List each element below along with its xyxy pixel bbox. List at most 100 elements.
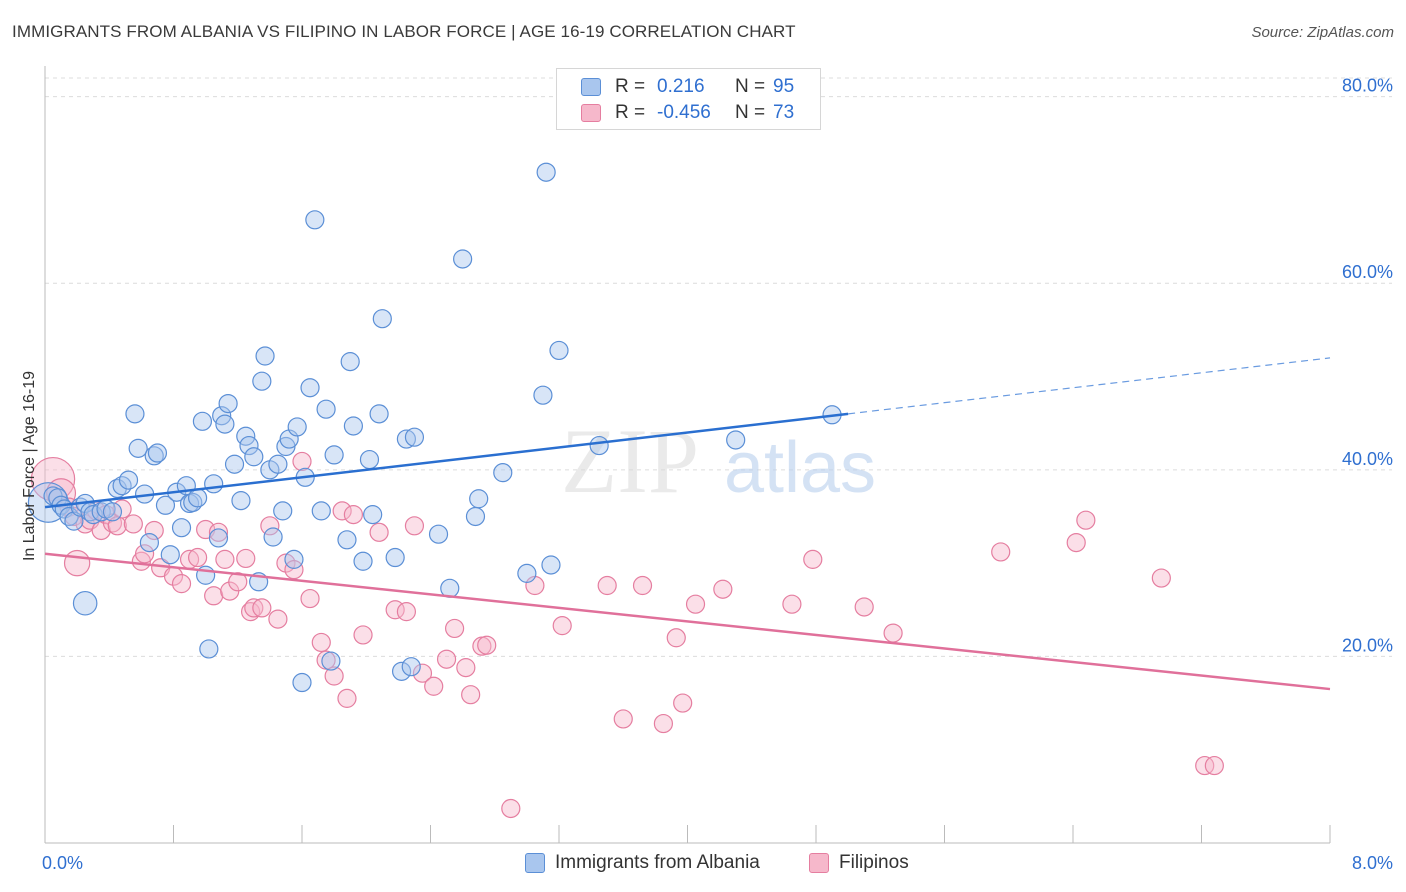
filipinos-point <box>404 516 425 536</box>
albania-point <box>404 427 425 447</box>
albania-point <box>252 371 272 391</box>
albania-point <box>316 399 336 419</box>
albania-point <box>128 438 148 458</box>
filipinos-point <box>653 713 674 734</box>
filipinos-point <box>236 548 256 569</box>
filipinos-point <box>424 676 444 696</box>
filipinos-point <box>854 597 874 617</box>
filipinos-point <box>369 522 389 542</box>
albania-point <box>147 443 168 463</box>
albania-point <box>324 445 344 465</box>
albania-point <box>517 563 537 583</box>
filipinos-point <box>292 451 312 472</box>
albania-point <box>160 545 180 565</box>
filipinos-point <box>713 579 733 599</box>
bottom-legend-label-filipinos: Filipinos <box>839 852 909 873</box>
albania-point <box>231 491 251 511</box>
legend-n-value: 73 <box>773 102 795 123</box>
albania-point <box>155 495 176 515</box>
albania-point <box>469 489 489 509</box>
filipinos-point <box>244 598 264 618</box>
albania-point <box>372 309 392 329</box>
filipinos-point <box>337 688 357 708</box>
filipinos-point <box>991 542 1011 562</box>
albania-point <box>536 162 556 182</box>
albania-point <box>139 532 160 553</box>
filipinos-point <box>134 544 155 564</box>
filipinos-point <box>1151 568 1171 588</box>
albania-point <box>343 416 363 436</box>
albania-point <box>284 549 304 569</box>
albania-point <box>268 454 288 474</box>
filipinos-point <box>284 560 304 580</box>
albania-point <box>453 249 473 269</box>
filipinos-point <box>412 663 433 683</box>
y-tick-label: 60.0% <box>1342 262 1393 282</box>
filipinos-point <box>311 632 331 653</box>
bottom-legend-filipinos: Filipinos <box>809 852 909 874</box>
filipinos-point <box>332 501 352 521</box>
x-tick-label: 0.0% <box>42 853 83 873</box>
filipinos-point <box>461 685 481 705</box>
legend-swatch-filipinos <box>581 104 601 122</box>
albania-point <box>353 551 373 571</box>
filipinos-point <box>444 618 465 639</box>
filipinos-point <box>666 628 686 648</box>
albania-point <box>263 527 283 547</box>
filipinos-point <box>187 547 208 568</box>
albania-point <box>369 404 389 424</box>
trend-lines <box>44 357 1331 691</box>
albania-point <box>401 657 421 677</box>
albania-point <box>726 430 746 450</box>
albania-point <box>72 590 98 616</box>
filipinos-point <box>123 514 143 534</box>
watermark-zip: ZIP <box>561 410 699 512</box>
albania-point <box>493 463 513 483</box>
albania-point <box>244 447 264 467</box>
legend-r-value: 0.216 <box>657 76 705 97</box>
legend-r-label: R = <box>615 102 646 123</box>
filipinos-point <box>803 549 823 569</box>
y-axis-label: In Labor Force | Age 16-19 <box>21 371 38 561</box>
albania-point <box>208 528 229 548</box>
watermark-atlas: atlas <box>724 428 876 508</box>
filipinos-point <box>208 522 229 542</box>
watermark: ZIP atlas <box>561 410 876 512</box>
filipinos-point <box>436 649 457 669</box>
filipinos-point <box>228 572 248 592</box>
filipinos-point <box>204 586 224 606</box>
filipinos-point <box>782 594 802 614</box>
filipinos-point <box>171 574 192 594</box>
filipinos-point <box>252 598 272 618</box>
albania-point <box>215 414 235 434</box>
albania-trend-extension <box>848 357 1331 415</box>
legend-n-label: N = <box>735 76 766 97</box>
albania-point <box>391 661 412 681</box>
filipinos-point <box>1076 510 1096 530</box>
axes <box>44 66 1331 844</box>
filipinos-point <box>1195 755 1215 776</box>
filipinos-trend-line <box>44 552 1331 691</box>
filipinos-point <box>268 609 288 629</box>
bottom-legend-swatch-albania <box>525 853 545 873</box>
y-tick-label: 80.0% <box>1342 76 1393 96</box>
albania-point <box>549 340 569 361</box>
x-tick-labels: 0.0% 8.0% <box>42 853 1393 873</box>
albania-point <box>533 385 553 405</box>
filipinos-point <box>673 693 693 713</box>
filipinos-point <box>477 635 497 655</box>
legend-r-label: R = <box>615 76 646 97</box>
filipinos-point <box>552 616 572 636</box>
legend-row-filipinos: R = -0.456 N = 73 <box>581 100 794 126</box>
albania-point <box>192 411 213 431</box>
legend-n-label: N = <box>735 102 766 123</box>
filipinos-points <box>30 451 1224 819</box>
chart-title: IMMIGRANTS FROM ALBANIA VS FILIPINO IN L… <box>12 22 796 41</box>
albania-point <box>273 501 293 521</box>
filipinos-point <box>1066 532 1086 553</box>
albania-point <box>64 511 84 531</box>
albania-point <box>125 404 145 424</box>
filipinos-point <box>456 658 476 678</box>
albania-point <box>255 346 275 366</box>
